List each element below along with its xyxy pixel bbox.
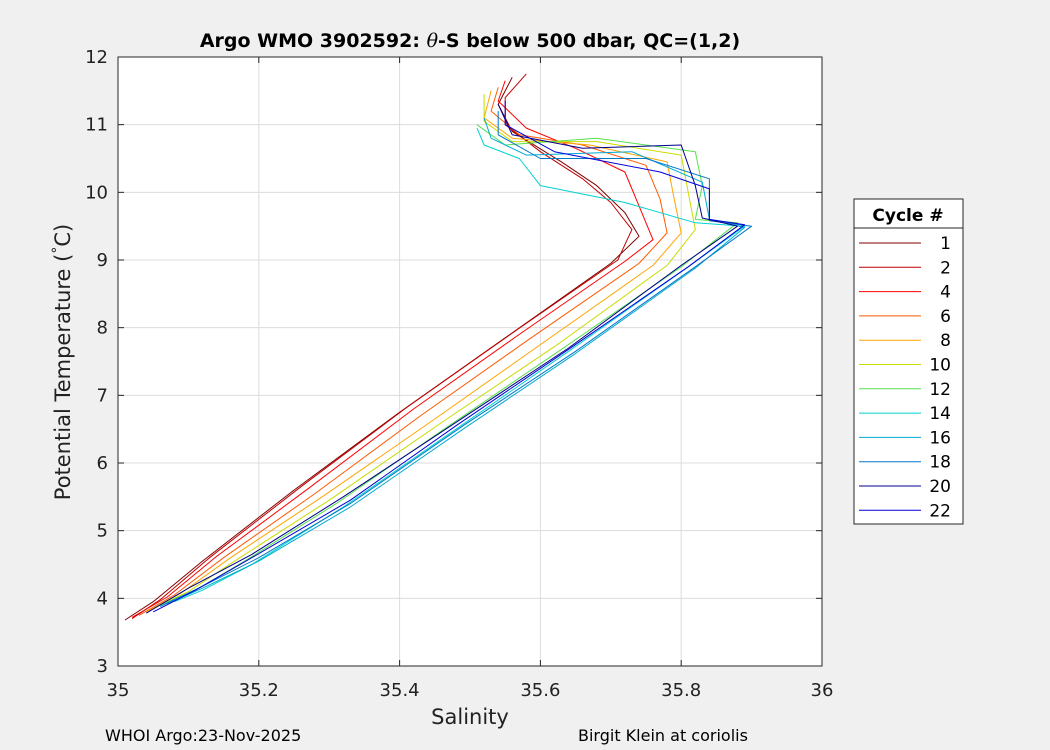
y-tick-label: 6 — [97, 453, 108, 474]
y-label-part2: C) — [51, 224, 75, 247]
legend-label-cycle-10: 10 — [929, 356, 951, 376]
series-line-cycle-12 — [160, 124, 738, 606]
x-tick-label: 35 — [107, 680, 130, 701]
x-tick-label: 35.8 — [661, 680, 701, 701]
legend-label-cycle-6: 6 — [940, 307, 951, 327]
title-suffix: -S below 500 dbar, QC=(1,2) — [438, 30, 740, 52]
series-line-cycle-2 — [131, 73, 633, 620]
title-theta: θ — [427, 30, 439, 52]
series-line-cycle-20 — [145, 104, 738, 614]
y-tick-label: 8 — [97, 318, 108, 339]
y-tick-label: 11 — [85, 115, 108, 136]
legend-label-cycle-12: 12 — [929, 380, 951, 400]
legend-box — [853, 198, 964, 525]
y-tick-label: 4 — [97, 588, 108, 609]
y-label-degree: ° — [50, 247, 66, 254]
y-tick-label: 7 — [97, 385, 108, 406]
series-line-cycle-18 — [159, 111, 753, 607]
chart-title: Argo WMO 3902592: θ-S below 500 dbar, QC… — [200, 30, 740, 52]
legend-label-cycle-8: 8 — [940, 331, 951, 351]
axis-ticks: 35 35.2 35.4 35.6 35.8 36 3 4 5 6 7 8 9 10 11 12 — [85, 47, 833, 701]
legend-label-cycle-22: 22 — [929, 501, 951, 521]
legend-label-cycle-16: 16 — [929, 428, 951, 448]
x-tick-label: 35.6 — [520, 680, 560, 701]
plot-area — [117, 56, 823, 667]
plot-frame — [117, 56, 823, 667]
y-tick-label: 5 — [97, 521, 108, 542]
footer-right: Birgit Klein at coriolis — [578, 726, 748, 745]
y-tick-label: 10 — [85, 182, 108, 203]
y-tick-label: 9 — [97, 250, 108, 271]
series-line-cycle-22 — [152, 101, 746, 613]
y-axis-label: Potential Temperature (°C) — [50, 224, 75, 500]
legend-label-cycle-2: 2 — [940, 258, 951, 278]
series-line-cycle-6 — [138, 87, 668, 616]
x-tick-label: 35.2 — [239, 680, 279, 701]
legend-label-cycle-4: 4 — [940, 283, 951, 303]
y-tick-label: 12 — [85, 47, 108, 68]
data-series-group — [124, 73, 753, 621]
series-line-cycle-14 — [174, 127, 746, 603]
x-axis-label: Salinity — [431, 705, 509, 729]
legend-label-cycle-20: 20 — [929, 477, 951, 497]
x-tick-label: 36 — [811, 680, 834, 701]
legend-label-cycle-1: 1 — [940, 234, 951, 254]
x-tick-label: 35.4 — [380, 680, 420, 701]
footer-left: WHOI Argo:23-Nov-2025 — [105, 726, 301, 745]
series-line-cycle-8 — [145, 90, 682, 613]
y-label-part1: Potential Temperature ( — [51, 254, 75, 501]
y-tick-label: 3 — [97, 656, 108, 677]
series-line-cycle-16 — [167, 117, 746, 605]
legend-label-cycle-18: 18 — [929, 453, 951, 473]
series-line-cycle-10 — [152, 94, 696, 609]
legend-title: Cycle # — [872, 206, 943, 226]
title-prefix: Argo WMO 3902592: — [200, 30, 427, 52]
legend-label-cycle-14: 14 — [929, 404, 951, 424]
series-line-cycle-4 — [131, 80, 654, 618]
